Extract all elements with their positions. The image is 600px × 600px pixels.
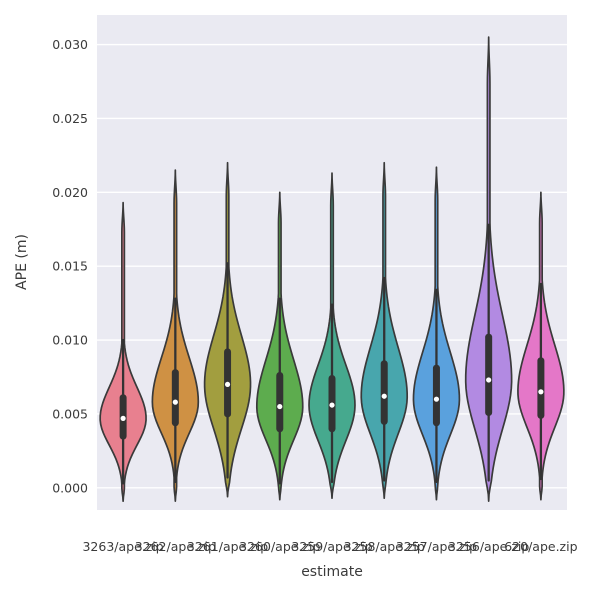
violin-median-dot	[224, 381, 231, 388]
y-tick-label: 0.030	[52, 37, 88, 52]
y-axis-label: APE (m)	[14, 234, 30, 290]
violin-median-dot	[329, 402, 335, 408]
x-tick-label: 3256/ape.zip	[448, 539, 529, 554]
y-tick-label: 0.025	[52, 111, 88, 126]
violin-median-dot	[433, 396, 440, 402]
y-tick-label: 0.005	[52, 406, 88, 421]
y-tick-label: 0.020	[52, 185, 88, 200]
x-tick-label: 3261/ape.zip	[187, 539, 268, 554]
violin-median-dot	[277, 403, 283, 410]
x-tick-label: 3260/ape.zip	[239, 539, 320, 554]
x-axis-label: estimate	[301, 564, 363, 580]
x-tick-label: 3262/ape.zip	[135, 539, 216, 554]
y-tick-label: 0.010	[52, 333, 88, 348]
violin-median-dot	[381, 393, 387, 399]
violin-median-dot	[172, 399, 178, 405]
x-tick-label: 3263/ape.zip	[82, 539, 163, 554]
violin-median-dot	[538, 389, 544, 395]
y-tick-label: 0.015	[52, 259, 88, 274]
x-tick-label: 3257/ape.zip	[396, 539, 477, 554]
violin-median-dot	[120, 415, 126, 421]
x-tick-label: 3259/ape.zip	[291, 539, 372, 554]
y-tick-label: 0.000	[52, 480, 88, 495]
x-tick-label: 3258/ape.zip	[344, 539, 425, 554]
x-tick-label: 620/ape.zip	[504, 539, 577, 554]
violin-median-dot	[486, 377, 492, 383]
